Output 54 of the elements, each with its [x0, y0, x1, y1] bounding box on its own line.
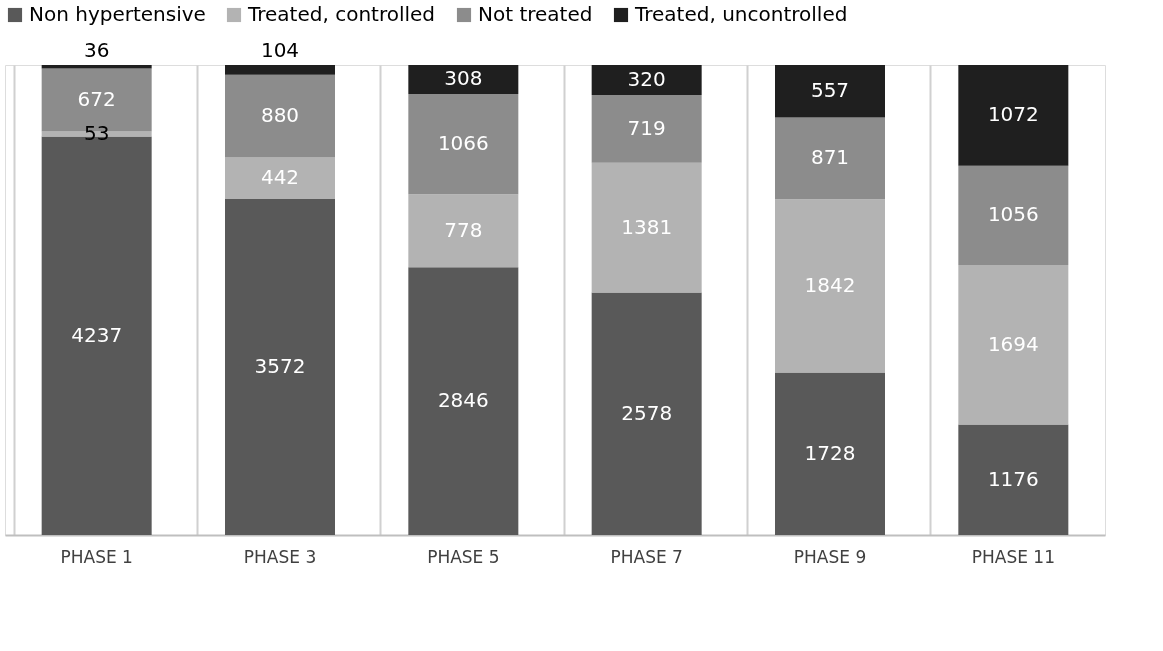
bar [958, 424, 1069, 535]
data-label: 1728 [804, 440, 856, 465]
data-label: 1842 [804, 272, 856, 297]
bar [775, 372, 885, 535]
bar [775, 117, 885, 200]
data-label: 2846 [437, 388, 489, 413]
data-label: 871 [810, 145, 850, 170]
bar [591, 65, 702, 96]
legend-label: Treated, uncontrolled [634, 2, 848, 26]
data-label: 1694 [987, 331, 1039, 356]
bar [591, 95, 702, 163]
data-label: 442 [260, 165, 300, 190]
bar [775, 199, 885, 373]
x-tick-label: PHASE 5 [427, 546, 500, 567]
data-label: 1381 [621, 214, 673, 239]
legend-label: Not treated [478, 2, 593, 26]
bar [408, 65, 519, 94]
data-label: 672 [77, 86, 116, 111]
bar [591, 162, 702, 293]
data-label: 778 [444, 217, 483, 242]
data-label: 36 [83, 38, 110, 62]
bar [591, 292, 702, 535]
bar [958, 65, 1069, 166]
bar [408, 93, 519, 195]
data-label: 2578 [621, 400, 673, 425]
data-label: 719 [627, 115, 666, 140]
bar [958, 265, 1069, 425]
bar [225, 199, 335, 535]
bar [775, 65, 885, 118]
data-label: 557 [810, 78, 850, 103]
bar [958, 165, 1069, 266]
x-tick-label: PHASE 3 [243, 546, 317, 567]
data-label: 1066 [437, 131, 489, 156]
data-label: 3572 [254, 354, 306, 379]
legend-label: Non hypertensive [29, 2, 206, 26]
data-label: 308 [444, 66, 483, 91]
data-label: 4237 [71, 322, 123, 347]
x-tick-label: PHASE 7 [610, 546, 683, 567]
bar [225, 65, 335, 75]
legend-label: Treated, controlled [247, 2, 436, 26]
data-label: 320 [627, 67, 666, 92]
x-tick-label: PHASE 9 [793, 546, 867, 567]
data-label: 1056 [987, 202, 1039, 227]
data-label: 880 [260, 103, 300, 128]
data-label: 104 [260, 38, 300, 62]
bar [225, 74, 335, 158]
bar [408, 267, 519, 535]
bar [408, 194, 519, 268]
x-tick-label: PHASE 1 [60, 546, 133, 567]
x-tick-label: PHASE 11 [971, 546, 1055, 567]
data-label: 1176 [987, 466, 1039, 491]
bar [225, 157, 335, 200]
data-label: 53 [83, 121, 110, 146]
data-label: 1072 [987, 102, 1039, 127]
